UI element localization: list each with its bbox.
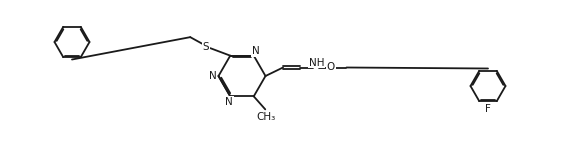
Text: N: N (225, 97, 233, 107)
Text: N: N (209, 71, 216, 81)
Text: S: S (203, 41, 209, 52)
Text: N: N (252, 46, 260, 56)
Text: CH₃: CH₃ (256, 112, 276, 122)
Text: F: F (485, 104, 491, 114)
Text: O: O (327, 62, 335, 73)
Text: NH: NH (308, 58, 324, 68)
